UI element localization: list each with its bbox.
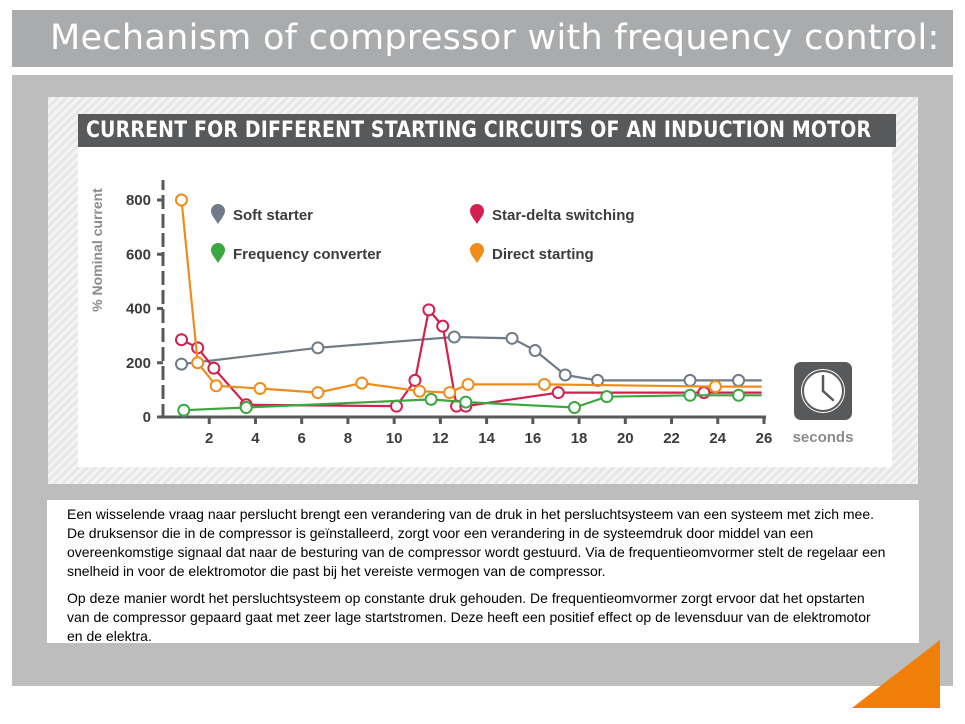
series-frequency-converter	[177, 388, 762, 417]
map-pin-icon	[211, 204, 225, 224]
data-point	[413, 384, 427, 398]
x-tick-label: 18	[571, 430, 588, 447]
data-point	[177, 403, 191, 417]
x-tick-label: 12	[432, 430, 449, 447]
y-tick-label: 600	[126, 246, 151, 263]
chart-series	[174, 193, 762, 417]
data-point	[505, 331, 519, 345]
data-point	[191, 356, 205, 370]
data-point	[174, 357, 188, 371]
series-line	[181, 335, 762, 382]
page-title: Mechanism of compressor with frequency c…	[50, 18, 940, 58]
x-tick-label: 20	[617, 430, 634, 447]
x-tick-label: 24	[709, 430, 726, 447]
y-tick-label: 400	[126, 301, 151, 318]
chart-title-bar: CURRENT FOR DIFFERENT STARTING CIRCUITS …	[78, 114, 896, 147]
data-point	[311, 341, 325, 355]
legend-label: Soft starter	[233, 207, 313, 224]
x-tick-label: 26	[756, 430, 773, 447]
x-tick-label: 6	[298, 430, 306, 447]
legend-label: Star-delta switching	[492, 207, 635, 224]
map-pin-icon	[470, 243, 484, 263]
data-point	[567, 401, 581, 415]
legend-label: Frequency converter	[233, 246, 382, 263]
data-point	[311, 386, 325, 400]
description-box: Een wisselende vraag naar perslucht bren…	[47, 500, 919, 644]
title-bar: Mechanism of compressor with frequency c…	[12, 10, 953, 67]
y-axis-label: % Nominal current	[89, 188, 105, 312]
data-point	[422, 303, 436, 317]
legend-item: Star-delta switching	[470, 204, 635, 224]
clock-icon	[794, 362, 852, 420]
x-tick-label: 16	[525, 430, 542, 447]
x-tick-label: 8	[344, 430, 352, 447]
data-point	[697, 386, 711, 400]
data-point	[447, 330, 461, 344]
chart-title: CURRENT FOR DIFFERENT STARTING CIRCUITS …	[86, 118, 872, 143]
data-point	[551, 386, 565, 400]
data-point	[389, 399, 403, 413]
map-pin-icon	[470, 204, 484, 224]
data-point	[174, 333, 188, 347]
data-point	[528, 344, 542, 358]
x-tick-label: 2	[205, 430, 213, 447]
series-line	[180, 199, 762, 394]
series-soft-starter	[174, 330, 762, 387]
data-point	[683, 373, 697, 387]
data-point	[443, 386, 457, 400]
chart-plot-background	[78, 147, 892, 467]
y-tick-label: 0	[143, 409, 151, 426]
data-point	[459, 395, 473, 409]
legend-item: Direct starting	[470, 243, 594, 263]
data-point	[600, 390, 614, 404]
data-point	[239, 401, 253, 415]
legend-item: Soft starter	[211, 204, 313, 224]
y-tick-label: 800	[126, 192, 151, 209]
y-tick-label: 200	[126, 355, 151, 372]
x-tick-label: 22	[663, 430, 680, 447]
data-point	[253, 382, 267, 396]
x-tick-label: 4	[251, 430, 260, 447]
legend-item: Frequency converter	[211, 243, 382, 263]
data-point	[537, 377, 551, 391]
description-paragraph-1: Een wisselende vraag naar perslucht bren…	[67, 506, 886, 579]
data-point	[708, 380, 722, 394]
data-point	[174, 193, 188, 207]
data-point	[732, 388, 746, 402]
x-tick-label: 14	[478, 430, 495, 447]
data-point	[732, 373, 746, 387]
data-point	[436, 319, 450, 333]
data-point	[207, 361, 221, 375]
x-axis-label: seconds	[793, 429, 854, 446]
data-point	[209, 379, 223, 393]
series-line	[181, 308, 762, 408]
data-point	[558, 368, 572, 382]
series-direct-starting	[174, 193, 762, 400]
map-pin-icon	[211, 243, 225, 263]
data-point	[683, 388, 697, 402]
legend-label: Direct starting	[492, 246, 594, 263]
description-paragraph-2: Op deze manier wordt het persluchtsystee…	[67, 590, 871, 644]
data-point	[461, 377, 475, 391]
chart-legend: Soft starter Star-delta switching Frequenc…	[211, 204, 635, 263]
data-point	[408, 373, 422, 387]
x-tick-label: 10	[386, 430, 403, 447]
data-point	[355, 376, 369, 390]
data-point	[424, 392, 438, 406]
series-line	[183, 394, 762, 412]
